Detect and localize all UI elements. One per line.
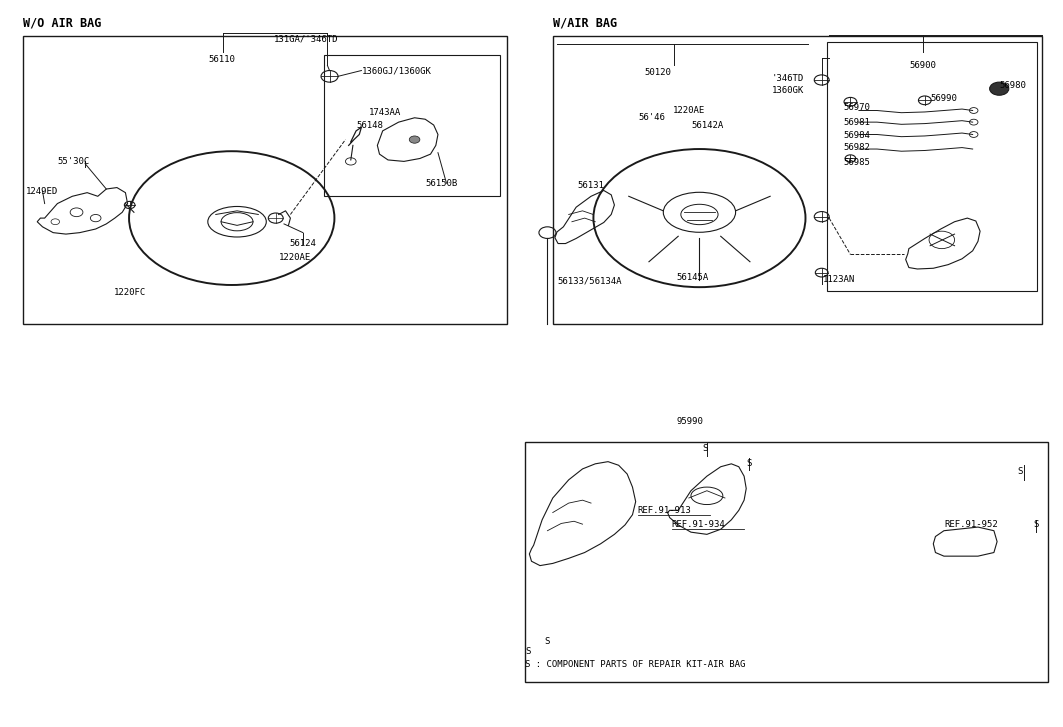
Text: 56124: 56124: [289, 239, 316, 248]
Bar: [23, 36, 507, 324]
Text: S: S: [746, 459, 753, 467]
Text: S : COMPONENT PARTS OF REPAIR KIT-AIR BAG: S : COMPONENT PARTS OF REPAIR KIT-AIR BA…: [525, 660, 745, 670]
Text: 56131: 56131: [577, 181, 604, 190]
Text: W/AIR BAG: W/AIR BAG: [553, 17, 617, 30]
Text: S: S: [544, 637, 550, 646]
Text: 56142A: 56142A: [691, 121, 723, 129]
Text: W/O AIR BAG: W/O AIR BAG: [23, 17, 102, 30]
Text: S: S: [1033, 521, 1040, 529]
Text: 56150B: 56150B: [425, 179, 457, 188]
Text: 56984: 56984: [843, 131, 870, 140]
Circle shape: [990, 82, 1009, 95]
Text: 50120: 50120: [644, 68, 671, 77]
Text: 56'46: 56'46: [639, 113, 665, 122]
Bar: [553, 36, 1042, 324]
Circle shape: [409, 136, 420, 143]
Text: 1220AE: 1220AE: [673, 106, 705, 115]
Text: 56110: 56110: [208, 55, 235, 64]
Text: 1743AA: 1743AA: [369, 108, 401, 117]
Text: 55'30C: 55'30C: [57, 157, 89, 166]
Text: 56985: 56985: [843, 158, 870, 167]
Text: S: S: [702, 444, 708, 453]
Text: S: S: [1017, 467, 1024, 475]
Text: '346TD: '346TD: [772, 74, 804, 83]
Text: 56981: 56981: [843, 118, 870, 126]
Text: 56980: 56980: [999, 81, 1026, 90]
Text: 131GA/'346TD: 131GA/'346TD: [274, 34, 338, 43]
Text: 56970: 56970: [843, 103, 870, 112]
Text: 56990: 56990: [930, 94, 957, 103]
Bar: [324, 55, 500, 196]
Text: 1220AE: 1220AE: [279, 253, 310, 262]
Bar: [525, 442, 1048, 682]
Text: REF.91-952: REF.91-952: [944, 521, 998, 529]
Text: 1220FC: 1220FC: [114, 288, 146, 297]
Text: S: S: [525, 647, 530, 656]
Text: 56982: 56982: [843, 143, 870, 152]
Text: 56900: 56900: [909, 61, 937, 70]
Text: 95990: 95990: [676, 417, 704, 426]
Text: 56145A: 56145A: [676, 273, 708, 282]
Text: 1249ED: 1249ED: [26, 187, 57, 196]
Text: REF.91-934: REF.91-934: [672, 521, 726, 529]
Text: 56133/56134A: 56133/56134A: [557, 277, 622, 286]
Text: REF.91-913: REF.91-913: [638, 506, 692, 515]
Text: 1123AN: 1123AN: [823, 276, 855, 284]
Text: 56148: 56148: [356, 121, 383, 129]
Text: 1360GJ/1360GK: 1360GJ/1360GK: [361, 66, 432, 75]
Bar: [827, 42, 1037, 291]
Text: 1360GK: 1360GK: [772, 86, 804, 95]
